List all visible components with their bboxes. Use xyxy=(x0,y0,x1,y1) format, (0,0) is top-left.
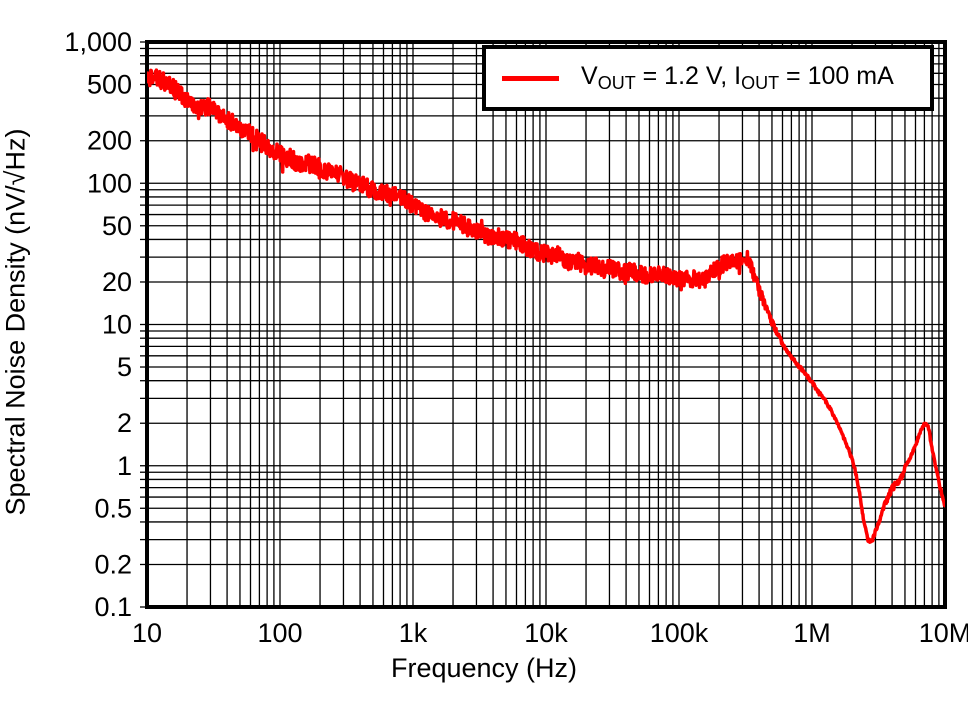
y-tick-label: 500 xyxy=(87,70,132,100)
y-tick-label: 5 xyxy=(117,352,132,382)
y-tick-label: 1 xyxy=(117,451,132,481)
y-tick-label: 0.1 xyxy=(94,592,132,622)
noise-density-trace xyxy=(147,68,945,544)
y-tick-label: 0.2 xyxy=(94,549,132,579)
legend: VOUT = 1.2 V, IOUT = 100 mA xyxy=(482,45,934,111)
legend-label-text: = 1.2 V, I xyxy=(635,62,742,90)
plot-frame xyxy=(145,40,947,609)
x-tick-label: 1M xyxy=(793,618,831,648)
legend-label-text: = 100 mA xyxy=(779,62,894,90)
y-tick-label: 0.5 xyxy=(94,493,132,523)
y-axis-title: Spectral Noise Density (nV/√Hz) xyxy=(0,128,31,516)
legend-label-subscript: OUT xyxy=(597,73,636,93)
legend-label: VOUT = 1.2 V, IOUT = 100 mA xyxy=(581,62,894,94)
legend-line-swatch xyxy=(502,75,559,81)
y-tick-label: 100 xyxy=(87,168,132,198)
y-tick-label: 200 xyxy=(87,126,132,156)
legend-label-text: V xyxy=(581,62,598,90)
y-tick-label: 1,000 xyxy=(64,27,132,57)
x-tick-label: 100k xyxy=(650,618,709,648)
x-tick-label: 1k xyxy=(399,618,428,648)
x-tick-labels: 10 100 1k 10k 100k 1M 10M xyxy=(132,618,968,648)
legend-label-subscript: OUT xyxy=(741,73,780,93)
y-tick-label: 20 xyxy=(102,267,132,297)
x-tick-label: 10 xyxy=(132,618,162,648)
y-tick-label: 50 xyxy=(102,211,132,241)
grid-lines xyxy=(147,42,945,607)
x-tick-label: 10k xyxy=(524,618,568,648)
y-tick-label: 10 xyxy=(102,310,132,340)
x-tick-label: 100 xyxy=(257,618,302,648)
x-axis-title: Frequency (Hz) xyxy=(390,653,578,683)
y-tick-labels: 1,000 500 200 100 50 20 10 5 2 1 0.5 0.2 0.1 xyxy=(64,27,132,622)
y-tick-label: 2 xyxy=(117,408,132,438)
x-tick-label: 10M xyxy=(919,618,968,648)
